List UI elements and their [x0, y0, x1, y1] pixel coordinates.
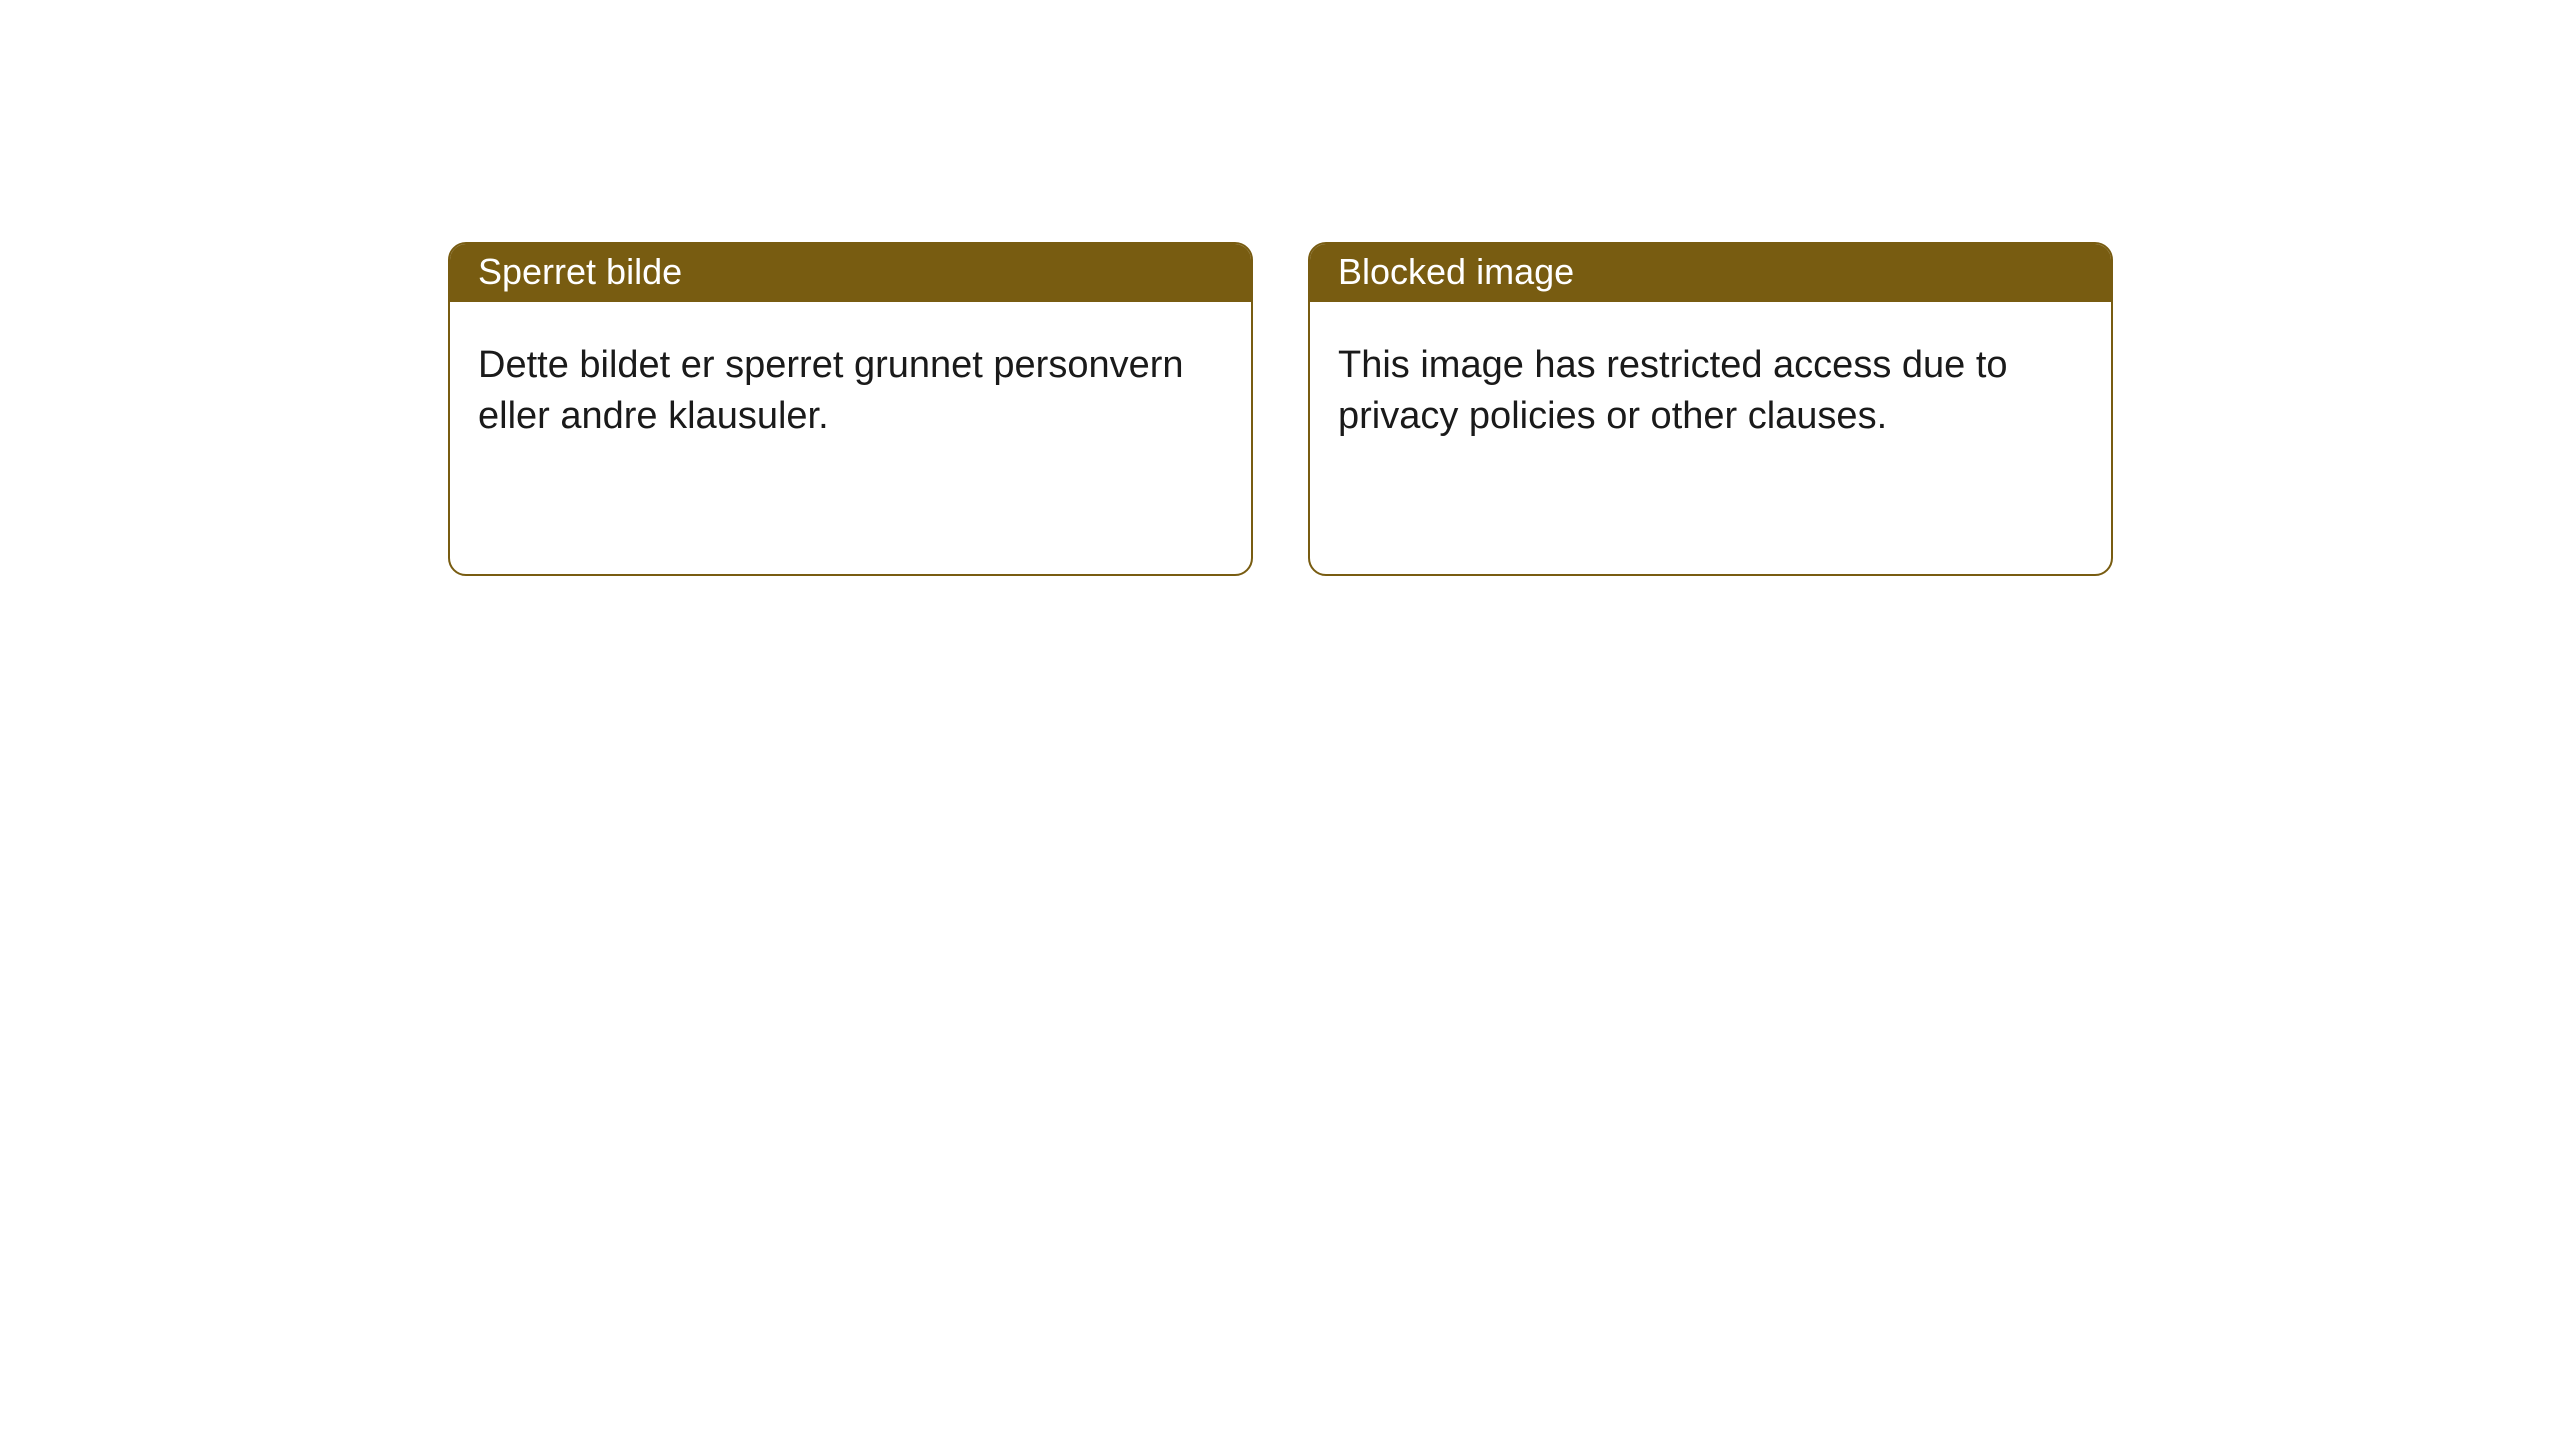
notice-card-norwegian: Sperret bilde Dette bildet er sperret gr…	[448, 242, 1253, 576]
notice-body-text: This image has restricted access due to …	[1310, 302, 2111, 471]
notice-header: Sperret bilde	[450, 244, 1251, 302]
notice-body-text: Dette bildet er sperret grunnet personve…	[450, 302, 1251, 471]
notice-card-english: Blocked image This image has restricted …	[1308, 242, 2113, 576]
notice-header: Blocked image	[1310, 244, 2111, 302]
notice-container: Sperret bilde Dette bildet er sperret gr…	[0, 0, 2560, 576]
